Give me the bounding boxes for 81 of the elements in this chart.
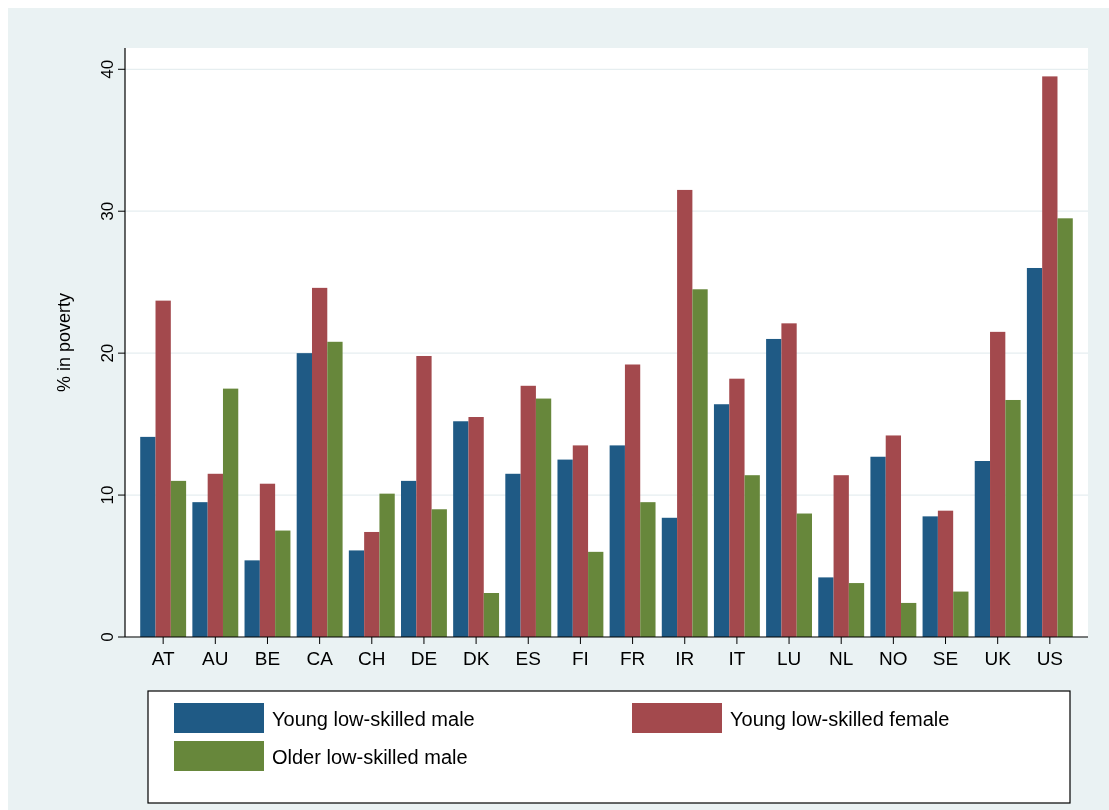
bar <box>259 483 276 637</box>
x-tick-label: AU <box>202 648 229 669</box>
bar <box>311 287 328 637</box>
y-tick-label: 30 <box>98 201 117 221</box>
y-tick-label: 0 <box>98 632 117 642</box>
bar <box>766 338 782 637</box>
bar <box>275 530 291 637</box>
bar <box>505 473 521 637</box>
bar <box>796 513 812 637</box>
x-tick-label: ES <box>515 648 541 669</box>
y-axis-title: % in poverty <box>54 292 74 393</box>
bar <box>588 551 604 637</box>
y-tick-label: 20 <box>98 343 117 363</box>
bar <box>431 509 447 637</box>
bar <box>744 475 760 637</box>
bar <box>713 404 730 637</box>
bar <box>483 593 500 637</box>
legend-label: Older low-skilled male <box>272 746 468 768</box>
bar <box>692 289 708 637</box>
bar <box>781 323 797 637</box>
bar <box>1026 267 1043 637</box>
bar <box>990 331 1006 637</box>
x-tick-label: SE <box>932 648 959 669</box>
bar <box>818 577 834 637</box>
x-tick-label: UK <box>984 648 1012 669</box>
bar <box>348 550 365 637</box>
bar <box>624 364 641 637</box>
bar <box>170 480 187 637</box>
legend-label: Young low-skilled female <box>730 708 950 730</box>
bar <box>401 480 417 637</box>
bar <box>416 355 432 637</box>
bar <box>572 445 589 637</box>
x-tick-label: NO <box>879 648 908 669</box>
bar <box>609 445 625 637</box>
bar <box>244 560 260 637</box>
bar <box>1005 399 1021 637</box>
x-tick-label: DE <box>410 648 438 669</box>
x-tick-label: FR <box>619 648 646 669</box>
bar <box>885 435 902 637</box>
bar <box>901 602 917 637</box>
x-tick-label: NL <box>829 648 854 669</box>
bar <box>192 502 208 637</box>
x-tick-label: US <box>1036 648 1064 669</box>
bar <box>364 531 380 637</box>
bar <box>1057 218 1073 637</box>
x-tick-label: IT <box>728 648 746 669</box>
bar <box>222 388 239 637</box>
bar <box>296 353 312 637</box>
bar <box>155 300 171 637</box>
x-tick-label: LU <box>776 648 802 669</box>
bar <box>922 516 938 637</box>
bar <box>974 461 991 637</box>
bar <box>140 436 156 637</box>
x-tick-label: BE <box>254 648 281 669</box>
bar <box>833 475 849 637</box>
x-tick-label: IR <box>675 648 695 669</box>
bar <box>677 189 693 637</box>
x-tick-label: AT <box>151 648 175 669</box>
bar <box>937 510 954 637</box>
bar <box>557 459 573 637</box>
bar <box>661 517 678 637</box>
bar <box>379 493 395 637</box>
x-tick-label: CH <box>358 648 386 669</box>
bar <box>640 502 656 637</box>
bar <box>848 583 865 637</box>
x-tick-label: DK <box>462 648 490 669</box>
bar <box>729 378 745 637</box>
bar <box>327 341 343 637</box>
bar <box>953 591 969 637</box>
x-tick-label: FI <box>571 648 589 669</box>
legend-label: Young low-skilled male <box>272 708 475 730</box>
bar <box>870 456 886 637</box>
bar <box>453 421 469 637</box>
bar <box>468 417 484 637</box>
bar <box>520 385 536 637</box>
bar <box>1042 76 1058 637</box>
y-tick-label: 10 <box>98 485 117 505</box>
y-tick-label: 40 <box>98 59 117 79</box>
x-tick-label: CA <box>306 648 334 669</box>
bar <box>207 473 223 637</box>
bar <box>535 398 552 637</box>
